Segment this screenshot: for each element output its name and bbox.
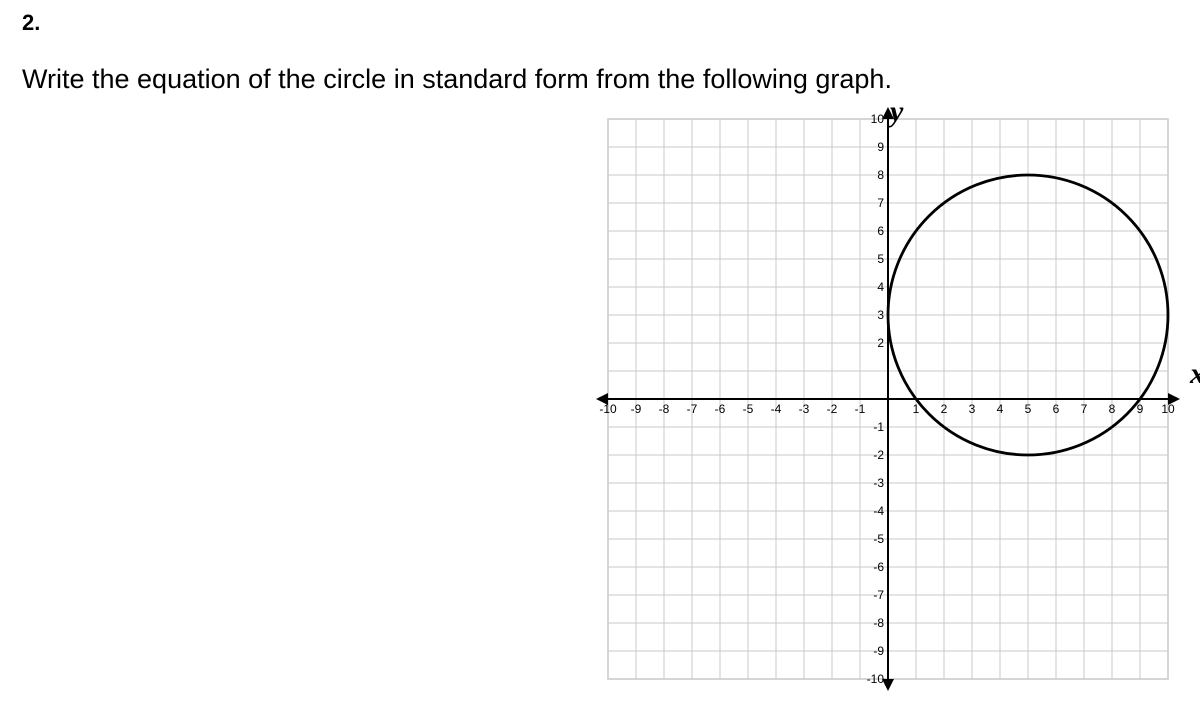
svg-text:4: 4 — [997, 402, 1004, 416]
svg-text:10: 10 — [1161, 402, 1175, 416]
question-prompt: Write the equation of the circle in stan… — [22, 64, 1178, 95]
svg-text:5: 5 — [1025, 402, 1032, 416]
svg-text:8: 8 — [1109, 402, 1116, 416]
graph-svg: -10 -9 -8 -7 -6 -5 -4 -3 -2 -1 1 2 3 4 5 6 7 8 9 10 10 9 8 7 6 5 4… — [590, 101, 1190, 691]
svg-text:8: 8 — [877, 168, 884, 182]
svg-text:7: 7 — [1081, 402, 1088, 416]
svg-text:-8: -8 — [659, 402, 670, 416]
svg-text:9: 9 — [877, 140, 884, 154]
svg-text:-3: -3 — [799, 402, 810, 416]
svg-text:7: 7 — [877, 196, 884, 210]
svg-text:-6: -6 — [873, 560, 884, 574]
svg-text:3: 3 — [877, 308, 884, 322]
svg-text:6: 6 — [1053, 402, 1060, 416]
x-axis-label: x — [1190, 357, 1200, 391]
svg-text:1: 1 — [913, 402, 920, 416]
svg-text:-2: -2 — [873, 448, 884, 462]
svg-text:-10: -10 — [599, 402, 617, 416]
svg-text:3: 3 — [969, 402, 976, 416]
svg-text:-7: -7 — [873, 588, 884, 602]
svg-text:-5: -5 — [743, 402, 754, 416]
svg-text:-5: -5 — [873, 532, 884, 546]
svg-text:-3: -3 — [873, 476, 884, 490]
svg-text:4: 4 — [877, 280, 884, 294]
coordinate-graph: y x -10-9-8-7-6-5-4-3-2-1123456789101098… — [590, 101, 1190, 691]
svg-text:-1: -1 — [873, 420, 884, 434]
svg-text:-6: -6 — [715, 402, 726, 416]
svg-text:10: 10 — [871, 112, 885, 126]
svg-text:-9: -9 — [873, 644, 884, 658]
svg-text:6: 6 — [877, 224, 884, 238]
svg-text:-9: -9 — [631, 402, 642, 416]
svg-text:-10: -10 — [867, 672, 885, 686]
question-number: 2. — [22, 10, 1178, 36]
svg-text:5: 5 — [877, 252, 884, 266]
svg-text:9: 9 — [1137, 402, 1144, 416]
svg-text:-4: -4 — [873, 504, 884, 518]
svg-text:2: 2 — [941, 402, 948, 416]
svg-text:-2: -2 — [827, 402, 838, 416]
y-axis-label: y — [890, 95, 903, 129]
svg-text:-7: -7 — [687, 402, 698, 416]
svg-text:-1: -1 — [855, 402, 866, 416]
svg-text:2: 2 — [877, 336, 884, 350]
svg-text:-4: -4 — [771, 402, 782, 416]
svg-text:-8: -8 — [873, 616, 884, 630]
